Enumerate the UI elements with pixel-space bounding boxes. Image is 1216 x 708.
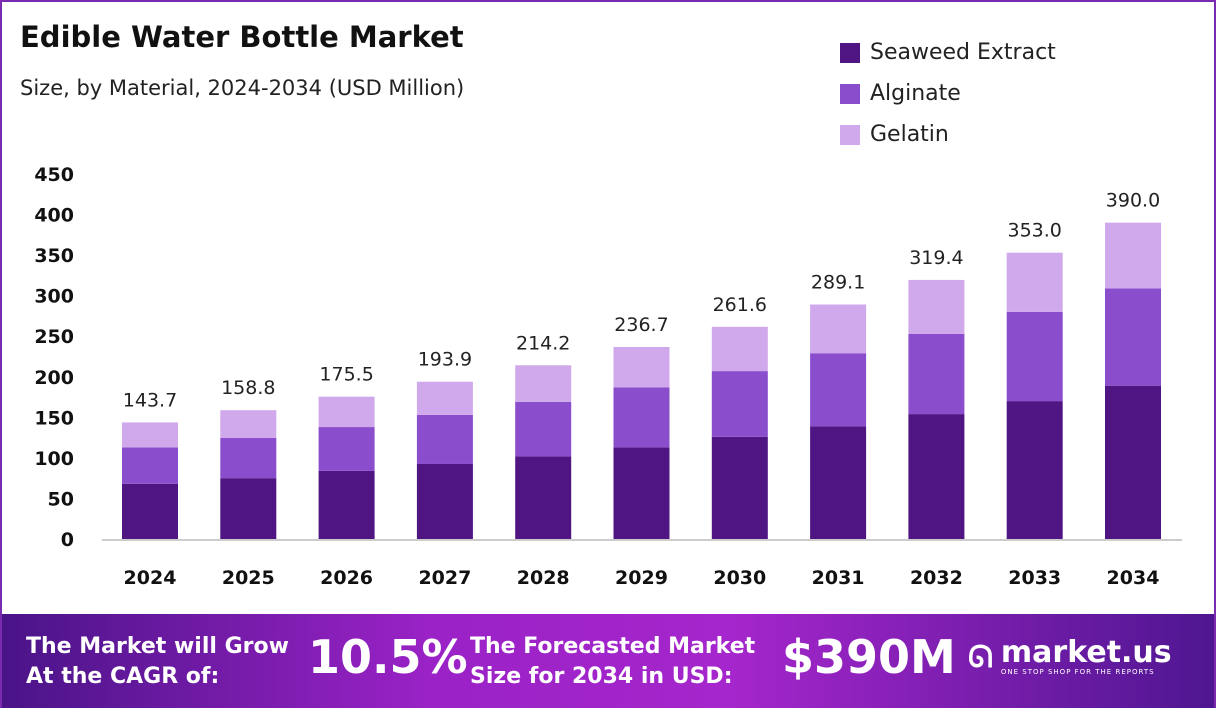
chart-title: Edible Water Bottle Market — [20, 20, 464, 54]
total-label: 319.4 — [909, 247, 963, 269]
y-tick-label: 150 — [34, 407, 74, 429]
logo-mark-icon: ᘏ — [968, 639, 993, 675]
logo: ᘏ market.us ONE STOP SHOP FOR THE REPORTS — [968, 635, 1172, 677]
bar-segment-gelatin — [613, 347, 670, 388]
legend-label: Alginate — [870, 81, 961, 106]
x-tick-label: 2030 — [713, 567, 766, 589]
legend-label: Seaweed Extract — [870, 40, 1056, 65]
bar-segment-gelatin — [515, 365, 572, 402]
bar-segment-alginate — [810, 353, 867, 427]
logo-name: market.us — [1000, 635, 1172, 670]
legend-item-seaweed: Seaweed Extract — [840, 32, 1056, 73]
total-label: 193.9 — [418, 349, 472, 371]
x-tick-label: 2028 — [517, 567, 570, 589]
bar-segment-alginate — [416, 414, 473, 464]
bar-segment-gelatin — [220, 410, 277, 439]
bar-segment-seaweed-extract — [613, 447, 670, 539]
footer-banner: The Market will Grow At the CAGR of: 10.5… — [2, 614, 1214, 708]
legend-swatch — [840, 124, 860, 145]
bar-segment-seaweed-extract — [515, 456, 572, 539]
forecast-label: The Forecasted Market Size for 2034 in US… — [470, 632, 755, 692]
y-tick-label: 350 — [34, 245, 74, 267]
bar-segment-gelatin — [908, 279, 965, 334]
total-label: 214.2 — [516, 332, 570, 354]
forecast-label-line: The Forecasted Market — [470, 634, 756, 659]
forecast-value: $390M — [782, 630, 956, 684]
bar-segment-seaweed-extract — [1105, 385, 1161, 539]
bar-segment-alginate — [318, 427, 375, 471]
bar-segment-gelatin — [810, 304, 867, 354]
y-tick-label: 300 — [34, 286, 74, 308]
chart-subtitle: Size, by Material, 2024-2034 (USD Millio… — [20, 76, 465, 100]
total-label: 289.1 — [811, 272, 865, 294]
legend-label: Gelatin — [870, 122, 949, 147]
bar-segment-gelatin — [1105, 222, 1161, 289]
cagr-label-line: The Market will Grow — [26, 634, 289, 659]
bar-segment-gelatin — [416, 381, 473, 415]
x-tick-label: 2033 — [1008, 567, 1061, 589]
legend-item-gelatin: Gelatin — [840, 114, 1056, 155]
total-label: 261.6 — [713, 294, 767, 316]
legend-item-alginate: Alginate — [840, 73, 1056, 114]
bar-segment-seaweed-extract — [1006, 401, 1063, 539]
bar-segment-gelatin — [318, 396, 375, 428]
bar-segment-alginate — [711, 371, 768, 437]
x-tick-label: 2032 — [910, 567, 963, 589]
legend-swatch — [840, 83, 860, 104]
total-label: 175.5 — [319, 364, 373, 386]
total-label: 143.7 — [123, 389, 177, 411]
legend-swatch — [840, 42, 860, 63]
cagr-label: The Market will Grow At the CAGR of: — [26, 632, 289, 692]
y-tick-label: 0 — [61, 529, 74, 551]
plot-area: 0 50 100 150 200 250 300 350 400 450 143.7 2024 158.… — [34, 164, 1182, 589]
bar-segment-alginate — [613, 387, 670, 448]
bar-segment-alginate — [122, 447, 178, 484]
x-tick-label: 2029 — [615, 567, 668, 589]
cagr-value: 10.5% — [308, 630, 468, 684]
y-tick-label: 450 — [34, 164, 74, 186]
logo-tagline: ONE STOP SHOP FOR THE REPORTS — [1000, 668, 1155, 676]
bar-segment-seaweed-extract — [711, 436, 768, 539]
total-label: 353.0 — [1007, 220, 1061, 242]
y-tick-label: 250 — [34, 326, 74, 348]
y-tick-label: 200 — [34, 367, 74, 389]
bar-segment-seaweed-extract — [908, 414, 965, 539]
bar-segment-alginate — [908, 333, 965, 415]
bar-segment-seaweed-extract — [416, 463, 473, 539]
bar-segment-gelatin — [122, 422, 178, 448]
bar-segment-seaweed-extract — [220, 478, 277, 539]
x-tick-label: 2025 — [222, 567, 275, 589]
x-tick-label: 2027 — [418, 567, 471, 589]
y-tick-label: 100 — [34, 448, 74, 470]
x-tick-label: 2034 — [1107, 567, 1160, 589]
x-tick-label: 2026 — [320, 567, 373, 589]
cagr-label-line: At the CAGR of: — [26, 664, 220, 689]
total-label: 390.0 — [1106, 190, 1160, 212]
bar-segment-alginate — [515, 401, 572, 457]
bar-segment-seaweed-extract — [810, 426, 867, 539]
x-tick-label: 2031 — [812, 567, 865, 589]
bar-segment-alginate — [1006, 311, 1063, 402]
forecast-label-line: Size for 2034 in USD: — [470, 664, 733, 689]
bar-segment-alginate — [220, 438, 277, 479]
bar-segment-gelatin — [1006, 252, 1063, 312]
total-label: 158.8 — [221, 377, 275, 399]
x-tick-label: 2024 — [124, 567, 177, 589]
bar-segment-gelatin — [711, 326, 768, 372]
y-tick-label: 400 — [34, 205, 74, 227]
y-tick-label: 50 — [48, 488, 74, 510]
legend: Seaweed Extract Alginate Gelatin — [840, 32, 1056, 155]
total-label: 236.7 — [614, 314, 668, 336]
bar-segment-seaweed-extract — [122, 483, 178, 539]
bar-segment-alginate — [1105, 288, 1161, 386]
bar-segment-seaweed-extract — [318, 470, 375, 539]
